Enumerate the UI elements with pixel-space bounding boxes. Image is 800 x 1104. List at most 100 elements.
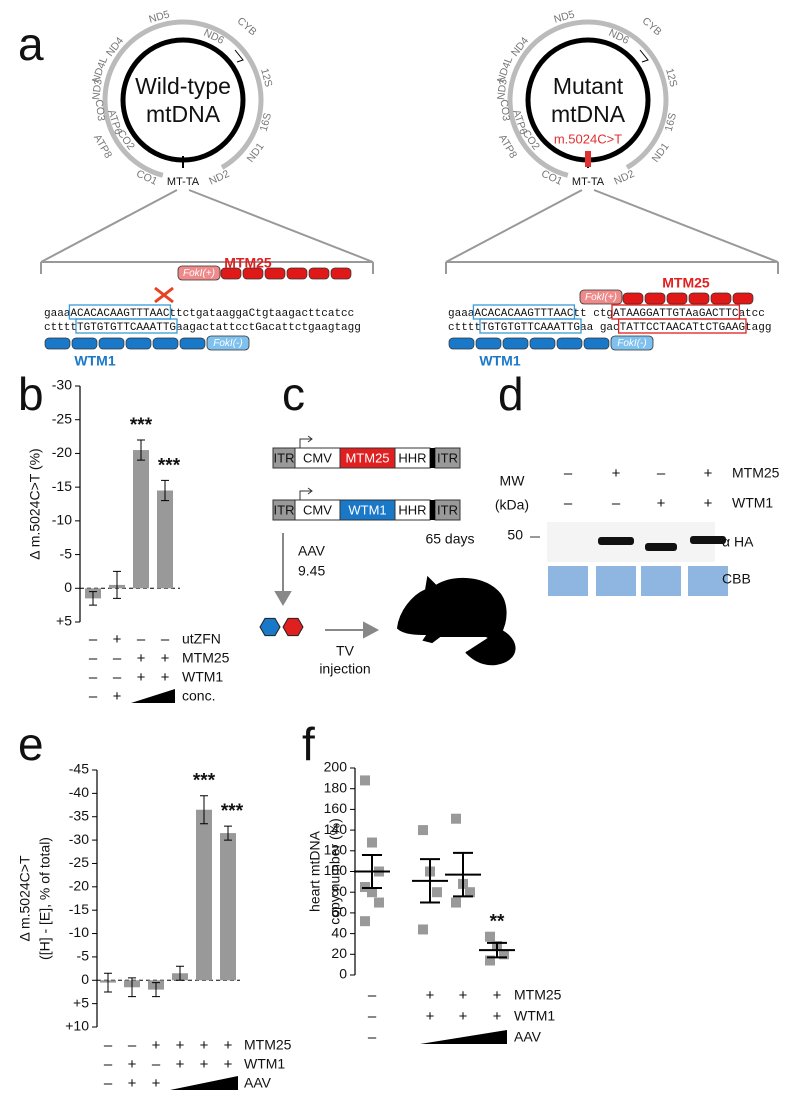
error-bar [128,977,136,998]
band [598,537,634,545]
foki-label: FokI(+) [183,268,215,279]
zf-domain [666,292,688,305]
error-bar [362,853,382,890]
construct-label: CMV [303,450,332,465]
error-bar [453,851,473,898]
zf-domain [308,267,330,280]
arrow-right [325,621,380,639]
error-bar [152,982,160,998]
condition-sign: – [104,1056,113,1073]
route-label: TV [336,643,355,659]
blot-label: α HA [722,534,754,550]
protein-label: MTM25 [224,255,272,271]
ramp [170,1076,238,1090]
significance: *** [221,801,244,822]
condition-sign: + [704,495,713,512]
data-point [451,813,461,824]
panel-letter: f [302,718,315,770]
cbb-lane [641,566,681,596]
construct-label: MTM25 [345,450,389,465]
y-tick-label: -15 [69,901,89,917]
condition-sign: + [200,1056,209,1073]
zf-domain [583,337,610,350]
data-point [360,882,370,893]
y-tick-label: 60 [331,904,347,920]
condition-sign: + [224,1056,233,1073]
condition-sign: + [113,631,122,648]
zoom-lines [445,189,779,274]
gene-label: ATP8 [496,132,519,160]
locus-label: MT-TA [572,176,605,188]
mw-label: MW [500,473,526,489]
y-tick-label: -20 [69,878,89,894]
origin-mark [234,49,244,63]
construct-spacer [430,500,435,520]
construct-spacer [430,448,435,468]
capsid [259,617,281,637]
zf-domain [475,337,502,350]
error-bar [224,825,232,841]
error-bar [200,795,208,825]
data-point [360,916,370,927]
condition-sign: + [704,465,713,482]
data-point [367,837,377,848]
y-tick-label: 200 [324,759,348,775]
construct-label: ITR [437,502,458,517]
condition-sign: + [152,1037,161,1054]
zf-domain [98,337,125,350]
y-tick-label: -40 [69,784,89,800]
y-tick-label: 140 [324,821,348,837]
condition-sign: – [612,495,621,512]
site-box [75,318,178,334]
y-tick-label: -10 [52,512,72,528]
data-point [485,955,495,966]
condition-sign: – [564,495,573,512]
blot-label: CBB [722,571,751,587]
gene-label: 16S [663,112,679,133]
y-tick-label: 100 [324,862,348,878]
zf-domain [688,292,710,305]
significance: ** [490,912,505,933]
condition-sign: – [113,669,122,686]
genome-title: Wild-type [135,73,231,99]
error-bar [487,941,507,959]
error-bar [104,972,112,993]
band [645,543,677,551]
condition-sign: + [128,1075,137,1092]
y-axis-label: heart mtDNA [307,830,323,912]
band [690,536,726,544]
condition-sign: – [161,631,170,648]
data-point [485,931,495,942]
condition-label: conc. [182,688,215,704]
error-bar [89,591,97,606]
site-box [479,318,582,334]
sequence: gaaaACACACAAGTTTAACttctgataaggaCtgtaagac… [44,308,354,320]
construct-label: ITR [274,502,295,517]
mouse [396,575,516,666]
panel-letter: d [498,368,524,420]
sequence: cttttTGTGTGTTCAAATTGaa gacTATTCCTAACATtC… [448,322,771,334]
condition-label: WTM1 [732,495,773,511]
y-tick-label: -30 [52,377,72,393]
genome-title: mtDNA [146,101,221,127]
condition-sign: + [657,495,666,512]
condition-sign: – [152,1056,161,1073]
condition-sign: + [161,650,170,667]
locus-label: MT-TA [167,176,200,188]
significance: *** [193,771,216,792]
sequence: gaaaACACACAAGTTTAACtt ctgATAAGGATTGTAaGA… [448,308,765,320]
mtdna-circle [120,37,246,163]
genome-title: Mutant [553,73,624,99]
zf-domain [220,267,242,280]
condition-label: WTM1 [244,1056,285,1072]
condition-sign: + [612,465,621,482]
y-tick-label: 0 [64,579,72,595]
foki-box [206,335,250,351]
condition-sign: + [224,1037,233,1054]
condition-sign: – [89,650,98,667]
mutation-label: m.5024C>T [554,131,622,146]
condition-sign: + [113,688,122,705]
condition-label: MTM25 [182,650,230,666]
foki-label: FokI(+) [585,292,617,303]
